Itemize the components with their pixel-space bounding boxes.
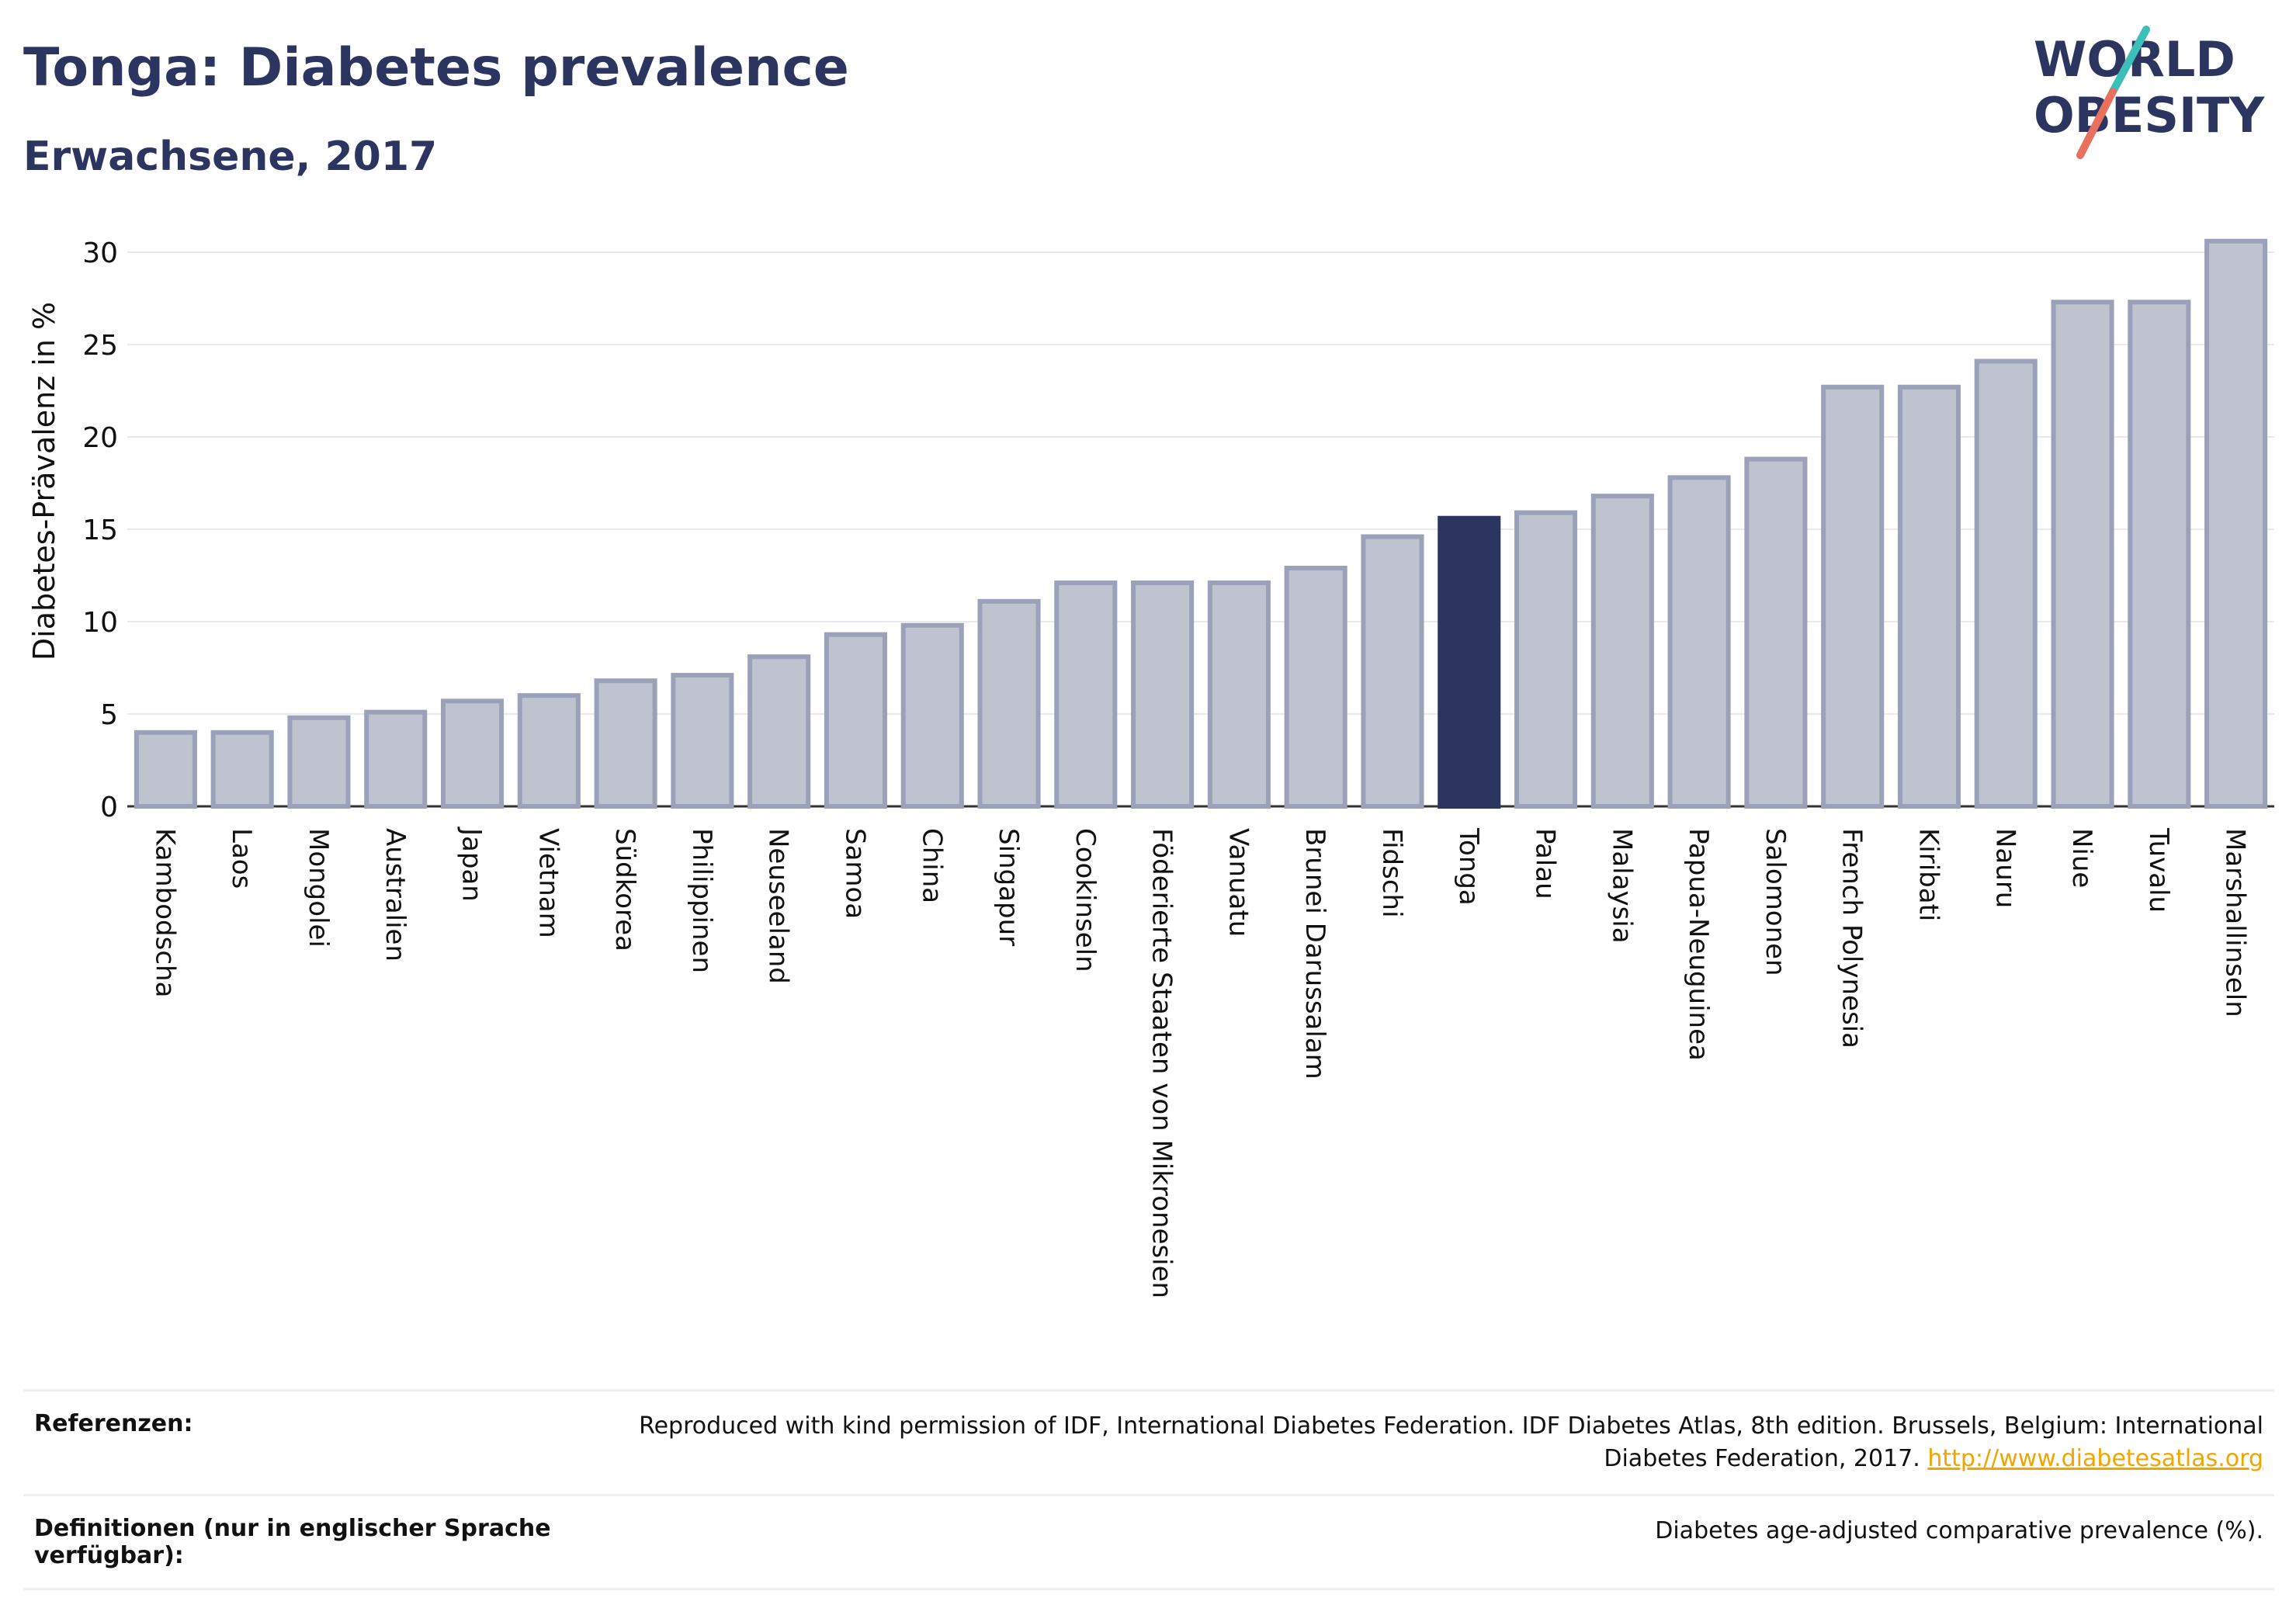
- y-tick-label: 10: [82, 607, 118, 639]
- x-tick-label: Marshallinseln: [2220, 828, 2251, 1017]
- bar-chart: 0 5 10 15 20 25 30 Kambodscha Laos Mongolei Austr…: [27, 237, 2274, 1298]
- logo-slash-teal-icon: [2109, 26, 2150, 95]
- bar: [1514, 510, 1578, 809]
- bar: [1744, 456, 1808, 809]
- references-citation: Reproduced with kind permission of IDF, …: [639, 1412, 2263, 1472]
- bar: [440, 698, 505, 809]
- bar: [977, 598, 1041, 809]
- bar: [1131, 581, 1195, 809]
- x-tick-label: Niue: [2066, 828, 2097, 888]
- bar: [824, 632, 888, 809]
- x-tick-label: Tuvalu: [2143, 827, 2174, 913]
- bar-highlighted: [1438, 515, 1501, 809]
- bar: [1207, 581, 1271, 809]
- y-tick-label: 20: [82, 422, 118, 454]
- x-tick-label: Laos: [226, 828, 257, 889]
- definitions-label: Definitionen (nur in englischer Sprache …: [34, 1515, 551, 1569]
- bar: [2128, 300, 2191, 809]
- logo-line2: OBESITY: [2034, 87, 2265, 144]
- page-title: Tonga: Diabetes prevalence: [23, 37, 849, 99]
- bar: [287, 715, 351, 809]
- bar: [1284, 565, 1347, 809]
- x-tick-label: Singapur: [993, 828, 1024, 946]
- x-tick-label: Brunei Darussalam: [1299, 828, 1330, 1080]
- definitions-row: Definitionen (nur in englischer Sprache …: [23, 1494, 2274, 1590]
- y-tick-label: 0: [100, 792, 118, 823]
- x-tick-label: Föderierte Staaten von Mikronesien: [1146, 828, 1177, 1298]
- references-text: Reproduced with kind permission of IDF, …: [595, 1410, 2263, 1475]
- bar: [1974, 359, 2038, 809]
- x-tick-label: Cookinseln: [1070, 828, 1101, 972]
- bar: [900, 622, 964, 809]
- x-tick-label: Mongolei: [303, 828, 334, 948]
- x-tick-label: Vanuatu: [1223, 828, 1254, 937]
- references-label: Referenzen:: [34, 1410, 193, 1437]
- y-ticks-layer: 0 5 10 15 20 25 30: [82, 237, 118, 823]
- x-tick-label: Neuseeland: [763, 828, 794, 984]
- x-tick-label: Salomonen: [1760, 828, 1791, 976]
- x-tick-label: Kambodscha: [149, 828, 180, 997]
- bar: [134, 730, 197, 809]
- y-tick-label: 30: [82, 237, 118, 269]
- bar: [210, 730, 274, 809]
- bar: [1590, 494, 1654, 809]
- x-tick-label: Palau: [1530, 828, 1561, 899]
- x-tick-label: French Polynesia: [1836, 828, 1868, 1048]
- definitions-text: Diabetes age-adjusted comparative preval…: [1655, 1517, 2263, 1544]
- references-table: Referenzen: Reproduced with kind permiss…: [23, 1389, 2274, 1590]
- x-tick-label: Fidschi: [1376, 828, 1407, 918]
- bar: [1667, 475, 1731, 809]
- x-tick-label: Australien: [380, 828, 411, 962]
- references-row: Referenzen: Reproduced with kind permiss…: [23, 1389, 2274, 1494]
- bar: [1821, 384, 1885, 809]
- bar: [1897, 384, 1961, 809]
- x-tick-label: Tonga: [1453, 827, 1484, 906]
- logo-slash-coral-icon: [2076, 88, 2117, 159]
- x-tick-label: China: [916, 828, 947, 903]
- y-tick-label: 25: [82, 330, 118, 362]
- y-tick-label: 15: [82, 515, 118, 546]
- x-tick-label: Samoa: [839, 828, 870, 919]
- x-ticks-layer: Kambodscha Laos Mongolei Australien Japan Vie…: [149, 827, 2250, 1298]
- bar: [2051, 300, 2114, 809]
- x-tick-label: Philippinen: [686, 828, 717, 973]
- bar: [517, 693, 581, 809]
- bars-layer: [134, 238, 2268, 809]
- x-tick-label: Südkorea: [609, 828, 640, 951]
- references-link[interactable]: http://www.diabetesatlas.org: [1927, 1445, 2263, 1472]
- world-obesity-logo: WORLD OBESITY: [2034, 26, 2265, 159]
- x-tick-label: Malaysia: [1606, 828, 1637, 944]
- bar: [747, 654, 811, 809]
- bar: [2204, 238, 2268, 809]
- y-axis-label: Diabetes-Prävalenz in %: [27, 302, 61, 660]
- x-tick-label: Kiribati: [1913, 828, 1944, 921]
- bar: [671, 673, 734, 809]
- bar: [1361, 534, 1424, 809]
- page-subtitle: Erwachsene, 2017: [23, 133, 438, 180]
- bar: [594, 678, 657, 809]
- x-tick-label: Japan: [456, 827, 487, 902]
- y-tick-label: 5: [100, 699, 118, 731]
- bar: [1054, 581, 1118, 809]
- bar: [364, 709, 428, 809]
- x-tick-label: Vietnam: [532, 828, 564, 938]
- x-tick-label: Papua-Neuguinea: [1683, 828, 1714, 1061]
- x-tick-label: Nauru: [1989, 828, 2020, 908]
